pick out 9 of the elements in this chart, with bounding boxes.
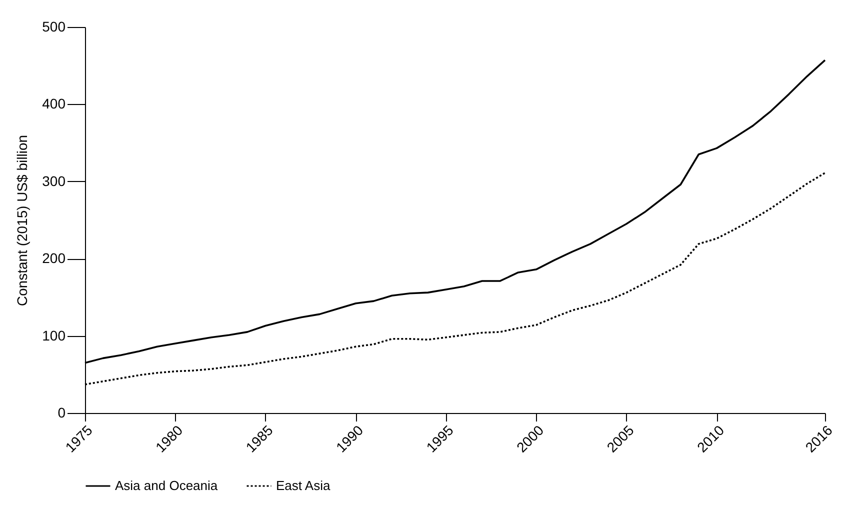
legend-label: East Asia [276,478,331,493]
y-axis-title: Constant (2015) US$ billion [14,134,30,306]
y-tick-label: 100 [42,327,66,344]
y-tick-label: 0 [58,404,66,420]
y-tick-label: 200 [42,250,66,266]
y-tick-label: 400 [42,96,66,112]
y-tick-label: 300 [42,172,66,189]
y-tick-label: 500 [42,18,66,34]
legend-label: Asia and Oceania [115,478,218,493]
